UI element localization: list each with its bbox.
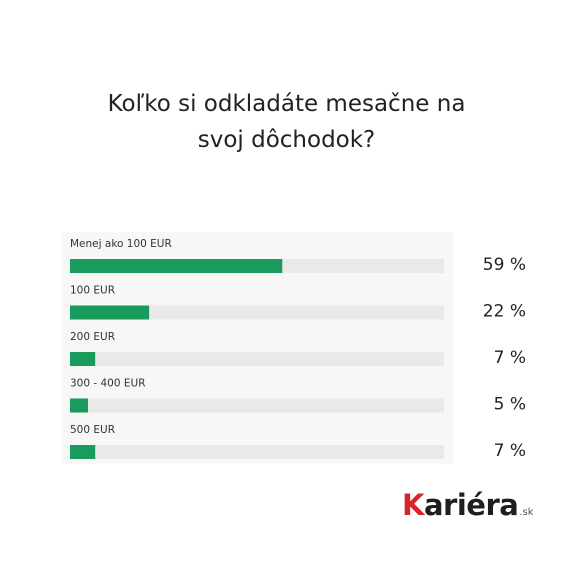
bar-track [70, 352, 444, 366]
bar-track [70, 305, 444, 320]
logo-suffix: .sk [519, 507, 534, 518]
category-label: 100 EUR [70, 285, 115, 297]
karierask-logo: Kariéra.sk [402, 488, 534, 522]
chart-title: Koľko si odkladáte mesačne na svoj dôcho… [0, 86, 573, 158]
bar-track [70, 445, 444, 459]
logo-k: K [402, 488, 424, 522]
value-label: 7 % [494, 441, 526, 461]
logo-rest: ariéra [423, 488, 519, 522]
category-label: 500 EUR [70, 424, 115, 436]
value-label: 22 % [483, 302, 526, 322]
bar-track [70, 398, 444, 413]
bar [70, 445, 96, 459]
category-label: Menej ako 100 EUR [70, 238, 172, 250]
bar [70, 305, 150, 320]
chart-title-line-2: svoj dôchodok? [197, 127, 376, 153]
value-label: 59 % [483, 255, 526, 275]
chart-title-line-1: Koľko si odkladáte mesačne na [107, 91, 466, 117]
category-label: 200 EUR [70, 331, 115, 343]
bar [70, 398, 88, 413]
logo-wordmark: Kariéra [402, 488, 519, 522]
value-label: 7 % [494, 348, 526, 368]
category-label: 300 - 400 EUR [70, 378, 146, 390]
bar [70, 352, 96, 366]
bar [70, 259, 283, 273]
value-label: 5 % [494, 395, 526, 415]
